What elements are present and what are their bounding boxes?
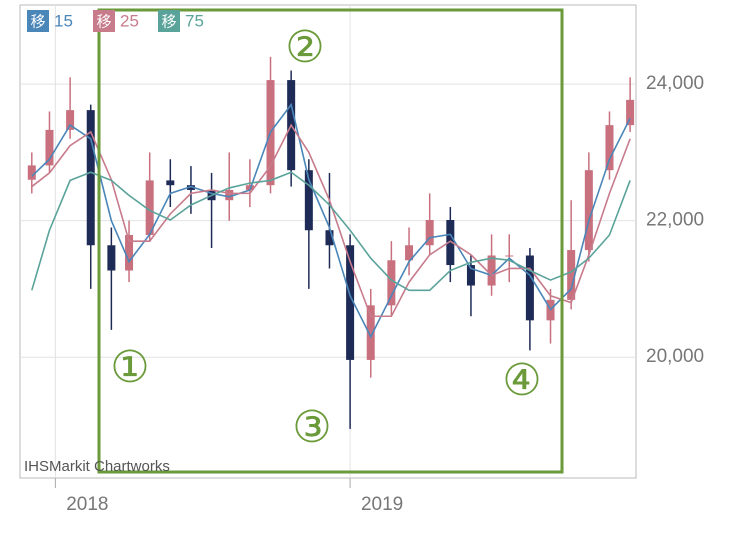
- legend-label: 15: [54, 11, 73, 30]
- watermark: IHSMarkit Chartworks: [24, 458, 170, 475]
- candle-body: [225, 189, 234, 201]
- legend-badge-text: 移: [161, 13, 176, 31]
- candle-body: [405, 245, 414, 261]
- annotation: ③: [292, 402, 331, 453]
- moving-average-line: [31, 171, 631, 292]
- candle-body: [487, 255, 496, 286]
- candle-body: [605, 125, 614, 171]
- highlight-box: [97, 8, 564, 474]
- legend-badge: [158, 10, 180, 32]
- candle-body: [186, 185, 195, 190]
- candle-body: [125, 235, 134, 271]
- candle-body: [466, 265, 475, 286]
- annotation: ④: [502, 355, 541, 406]
- candle-body: [567, 250, 576, 300]
- annotation: ①: [110, 342, 149, 393]
- candle-body: [86, 110, 95, 246]
- candle-body: [525, 255, 534, 321]
- x-tick-label: 2018: [66, 494, 108, 515]
- candle-body: [107, 245, 116, 271]
- moving-average-line: [31, 123, 631, 318]
- candle-body: [626, 99, 635, 126]
- candle-body: [505, 255, 514, 257]
- candle-body: [145, 180, 154, 236]
- moving-average-line: [31, 102, 631, 339]
- legend-badge: [93, 10, 115, 32]
- candle-body: [245, 185, 254, 190]
- legend-badge-text: 移: [96, 13, 111, 31]
- candle-body: [366, 305, 375, 360]
- marks: [27, 56, 635, 429]
- candle-body: [45, 129, 54, 166]
- x-tick-label: 2019: [361, 494, 403, 515]
- candle-body: [325, 230, 334, 246]
- candle-body: [66, 110, 75, 130]
- y-tick-label: 20,000: [646, 346, 704, 367]
- legend-label: 75: [185, 11, 204, 30]
- candle-body: [584, 170, 593, 251]
- candle-body: [346, 245, 355, 360]
- candle-body: [166, 180, 175, 186]
- legend-label: 25: [120, 11, 139, 30]
- legend-badge-text: 移: [30, 13, 45, 31]
- candle-body: [387, 260, 396, 306]
- legend-badge: [27, 10, 49, 32]
- y-tick-label: 22,000: [646, 210, 704, 231]
- candle-body: [304, 170, 313, 231]
- y-tick-label: 24,000: [646, 73, 704, 94]
- candle-body: [446, 220, 455, 266]
- candle-body: [425, 220, 434, 246]
- candle-body: [27, 165, 36, 180]
- annotation: ②: [285, 22, 324, 73]
